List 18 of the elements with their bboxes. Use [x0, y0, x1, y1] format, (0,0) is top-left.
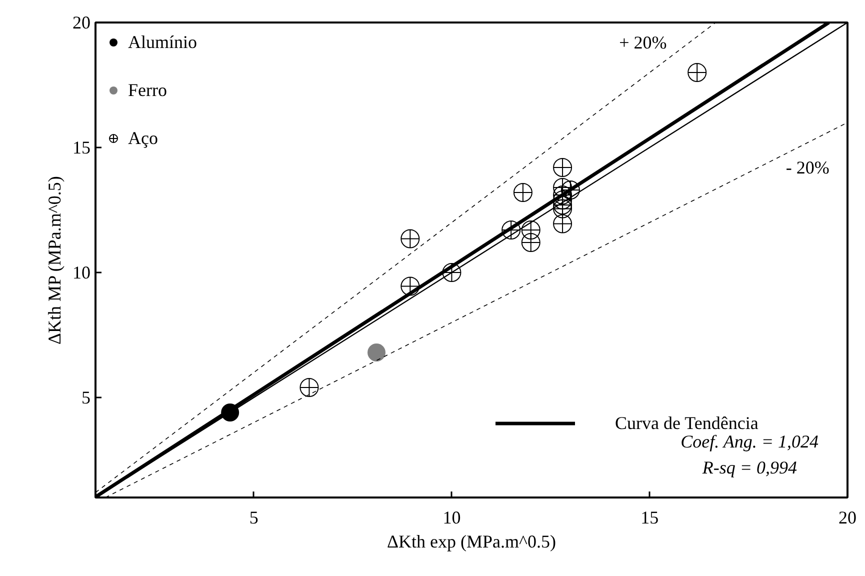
- annotation: - 20%: [786, 157, 830, 178]
- annotation: R-sq = 0,994: [701, 458, 798, 478]
- legend-label: Ferro: [128, 80, 167, 100]
- y-tick-label: 10: [72, 262, 90, 282]
- legend-label: Curva de Tendência: [615, 412, 758, 434]
- x-tick-label: 5: [249, 508, 258, 528]
- x-tick-label: 20: [838, 508, 856, 528]
- y-axis-title: ΔKth MP (MPa.m^0.5): [44, 176, 64, 345]
- y-tick-label: 20: [72, 12, 90, 32]
- legend-label: Aço: [128, 128, 158, 148]
- y-tick-label: 15: [72, 138, 90, 158]
- x-tick-label: 15: [640, 508, 659, 528]
- annotation: Coef. Ang. = 1,024: [680, 431, 818, 452]
- x-tick-label: 10: [442, 508, 461, 528]
- legend-label: Alumínio: [128, 32, 198, 52]
- y-tick-label: 5: [82, 388, 90, 408]
- x-axis-title: ΔKth exp (MPa.m^0.5): [387, 532, 556, 552]
- annotation: + 20%: [619, 32, 667, 52]
